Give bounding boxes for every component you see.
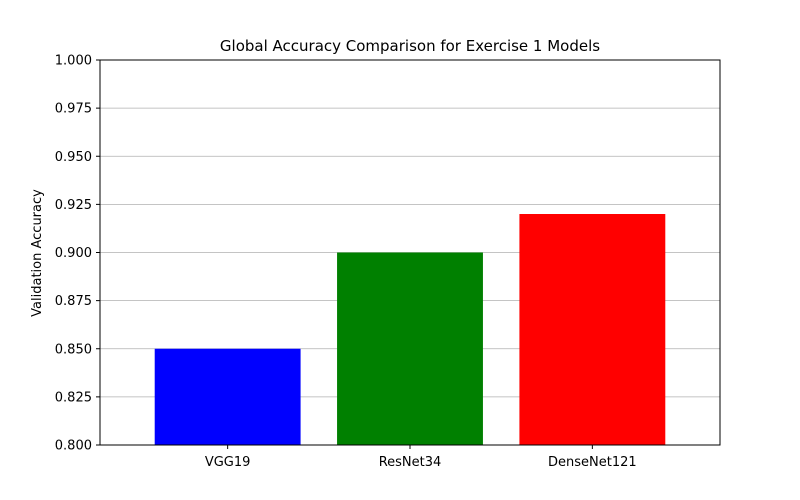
plot-frame [99, 59, 721, 446]
chart-title: Global Accuracy Comparison for Exercise … [220, 37, 600, 55]
y-tick-label: 0.900 [55, 246, 92, 261]
y-tick-label: 0.850 [55, 342, 92, 357]
y-tick-label: 0.800 [55, 439, 92, 454]
y-tick-label: 1.000 [55, 54, 92, 69]
bar-resnet34 [337, 252, 483, 445]
x-tick-label: VGG19 [205, 455, 251, 470]
y-axis-label: Validation Accuracy [30, 189, 45, 317]
bars [154, 214, 666, 445]
y-tick-label: 0.875 [55, 294, 92, 309]
y-tick-label: 0.975 [55, 102, 92, 117]
bar-vgg19 [154, 348, 301, 445]
x-tick-label: DenseNet121 [548, 455, 637, 470]
y-tick-label: 0.950 [55, 150, 92, 165]
x-tick-label: ResNet34 [379, 455, 442, 470]
y-tick-label: 0.925 [55, 198, 92, 213]
y-axis-ticks: 0.800 0.825 0.850 0.875 0.900 0.925 0.950 0.975… [55, 54, 100, 454]
bar-densenet121 [519, 214, 666, 445]
y-tick-label: 0.825 [55, 390, 92, 405]
x-axis-ticks: VGG19 ResNet34 DenseNet121 [205, 445, 637, 470]
